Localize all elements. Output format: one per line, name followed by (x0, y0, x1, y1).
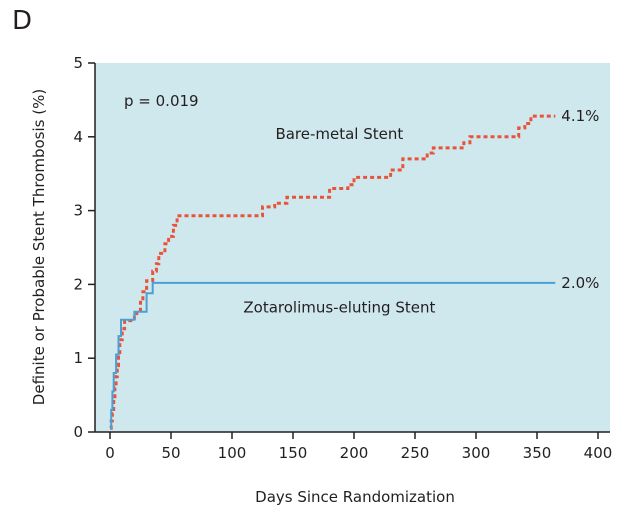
y-tick-label: 0 (73, 423, 83, 441)
p-value-annotation: p = 0.019 (124, 92, 199, 110)
y-tick-label: 1 (73, 349, 83, 367)
x-tick-label: 300 (462, 444, 491, 462)
bare-metal-stent-series-line (109, 114, 556, 430)
series-name-label: Bare-metal Stent (275, 125, 403, 143)
x-tick-label: 100 (218, 444, 247, 462)
panel-label: D (12, 6, 33, 36)
x-tick-label: 200 (340, 444, 369, 462)
zotarolimus-stent-series-line (110, 281, 556, 430)
series-end-label: 4.1% (561, 107, 599, 125)
x-tick-label: 150 (279, 444, 308, 462)
y-tick-label: 5 (73, 54, 83, 72)
x-axis-title: Days Since Randomization (255, 488, 455, 506)
x-tick-label: 350 (523, 444, 552, 462)
x-tick-label: 50 (161, 444, 180, 462)
y-axis-title: Definite or Probable Stent Thrombosis (%… (30, 89, 48, 405)
plot-background (95, 63, 610, 432)
x-tick-label: 400 (584, 444, 613, 462)
y-tick-label: 3 (73, 202, 83, 220)
x-tick-label: 0 (105, 444, 115, 462)
x-tick-label: 250 (401, 444, 430, 462)
series-name-label: Zotarolimus-eluting Stent (243, 298, 435, 316)
y-tick-label: 4 (73, 128, 83, 146)
y-tick-label: 2 (73, 275, 83, 293)
series-end-label: 2.0% (561, 274, 599, 292)
